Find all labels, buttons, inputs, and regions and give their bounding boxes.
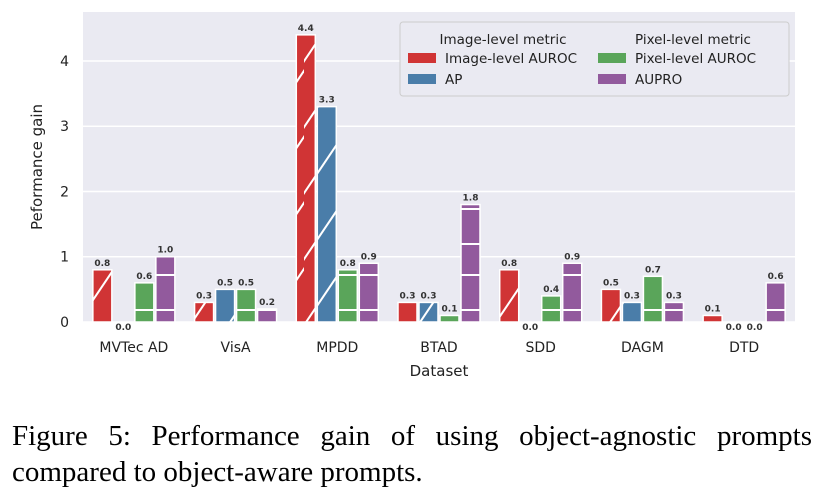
legend-swatch bbox=[598, 74, 626, 84]
data-label: 0.3 bbox=[624, 291, 640, 301]
bar-aupro bbox=[561, 262, 583, 323]
data-label: 0.0 bbox=[747, 323, 763, 333]
bar-ap bbox=[214, 288, 236, 323]
bar-image-level-auroc bbox=[600, 288, 622, 323]
y-tick-label: 3 bbox=[60, 119, 69, 135]
bar-pixel-level-auroc bbox=[642, 275, 664, 323]
data-label: 3.3 bbox=[319, 96, 335, 106]
x-tick-label: BTAD bbox=[420, 340, 457, 356]
data-label: 0.5 bbox=[603, 278, 619, 288]
data-label: 0.1 bbox=[705, 304, 721, 314]
legend-swatch bbox=[408, 74, 436, 84]
legend-entry: AUPRO bbox=[635, 72, 682, 88]
data-label: 1.8 bbox=[463, 194, 479, 204]
legend-swatch bbox=[598, 53, 626, 63]
data-label: 0.5 bbox=[238, 278, 254, 288]
data-label: 0.0 bbox=[726, 323, 742, 333]
bar-pixel-level-auroc bbox=[134, 282, 155, 323]
bar-pixel-level-auroc bbox=[540, 295, 562, 323]
data-label: 0.4 bbox=[543, 285, 559, 295]
bar-aupro bbox=[663, 301, 685, 323]
y-tick-label: 1 bbox=[60, 250, 69, 266]
bar-aupro bbox=[155, 255, 176, 323]
y-tick-label: 0 bbox=[60, 315, 69, 331]
bar-ap bbox=[418, 301, 439, 323]
x-axis-label: Dataset bbox=[410, 362, 469, 380]
bar-image-level-auroc bbox=[92, 269, 113, 323]
bar-ap bbox=[621, 301, 643, 323]
x-tick-label: DAGM bbox=[621, 340, 664, 356]
y-tick-label: 2 bbox=[60, 184, 69, 200]
bar-image-level-auroc bbox=[295, 34, 317, 323]
x-tick-label: SDD bbox=[525, 340, 555, 356]
data-label: 0.8 bbox=[94, 259, 110, 269]
bar-pixel-level-auroc bbox=[337, 269, 359, 323]
bar-aupro bbox=[256, 308, 278, 323]
bar-chart: 0 1 2 3 4 MVTec AD 0.8 0.0 0.6 1.0 VisA 0.3 0.5 0.5 0.… bbox=[28, 12, 795, 380]
data-label: 0.0 bbox=[522, 323, 538, 333]
legend-entry: Image-level AUROC bbox=[445, 51, 577, 67]
bar-ap bbox=[316, 105, 338, 323]
bar-aupro bbox=[460, 203, 481, 323]
data-label: 0.6 bbox=[136, 272, 152, 282]
data-label: 1.0 bbox=[157, 246, 173, 256]
bar-image-level-auroc bbox=[498, 269, 520, 323]
legend-group-title: Image-level metric bbox=[439, 32, 566, 48]
data-label: 0.3 bbox=[196, 291, 212, 301]
data-label: 0.1 bbox=[442, 304, 458, 314]
bar-aupro bbox=[765, 282, 786, 323]
bar-image-level-auroc bbox=[397, 301, 418, 323]
data-label: 0.7 bbox=[645, 265, 661, 275]
data-label: 0.9 bbox=[361, 252, 377, 262]
y-axis-label: Peformance gain bbox=[28, 104, 46, 230]
data-label: 0.8 bbox=[501, 259, 517, 269]
data-label: 0.2 bbox=[259, 298, 275, 308]
bar-image-level-auroc bbox=[702, 314, 723, 323]
bar-image-level-auroc bbox=[193, 301, 215, 323]
data-label: 0.5 bbox=[217, 278, 233, 288]
legend-entry: Pixel-level AUROC bbox=[635, 51, 756, 67]
data-label: 0.3 bbox=[421, 291, 437, 301]
x-tick-label: MVTec AD bbox=[99, 340, 168, 356]
bar-pixel-level-auroc bbox=[235, 288, 257, 323]
data-label: 0.3 bbox=[400, 291, 416, 301]
figure-caption: Figure 5: Performance gain of using obje… bbox=[12, 420, 812, 488]
data-label: 0.0 bbox=[115, 323, 131, 333]
legend-swatch bbox=[408, 53, 436, 63]
x-tick-label: MPDD bbox=[316, 340, 358, 356]
data-label: 0.6 bbox=[768, 272, 784, 282]
data-label: 0.8 bbox=[340, 259, 356, 269]
x-tick-label: DTD bbox=[729, 340, 759, 356]
y-tick-label: 4 bbox=[60, 54, 69, 70]
data-label: 0.9 bbox=[564, 252, 580, 262]
legend-entry: AP bbox=[445, 72, 462, 88]
legend-box bbox=[399, 21, 790, 97]
bar-pixel-level-auroc bbox=[439, 314, 460, 323]
data-label: 4.4 bbox=[298, 24, 314, 34]
bar-aupro bbox=[358, 262, 380, 323]
x-tick-label: VisA bbox=[221, 340, 251, 356]
legend: Image-level metric Pixel-level metric Imag… bbox=[399, 21, 790, 97]
data-label: 0.3 bbox=[666, 291, 682, 301]
legend-group-title: Pixel-level metric bbox=[635, 32, 751, 48]
